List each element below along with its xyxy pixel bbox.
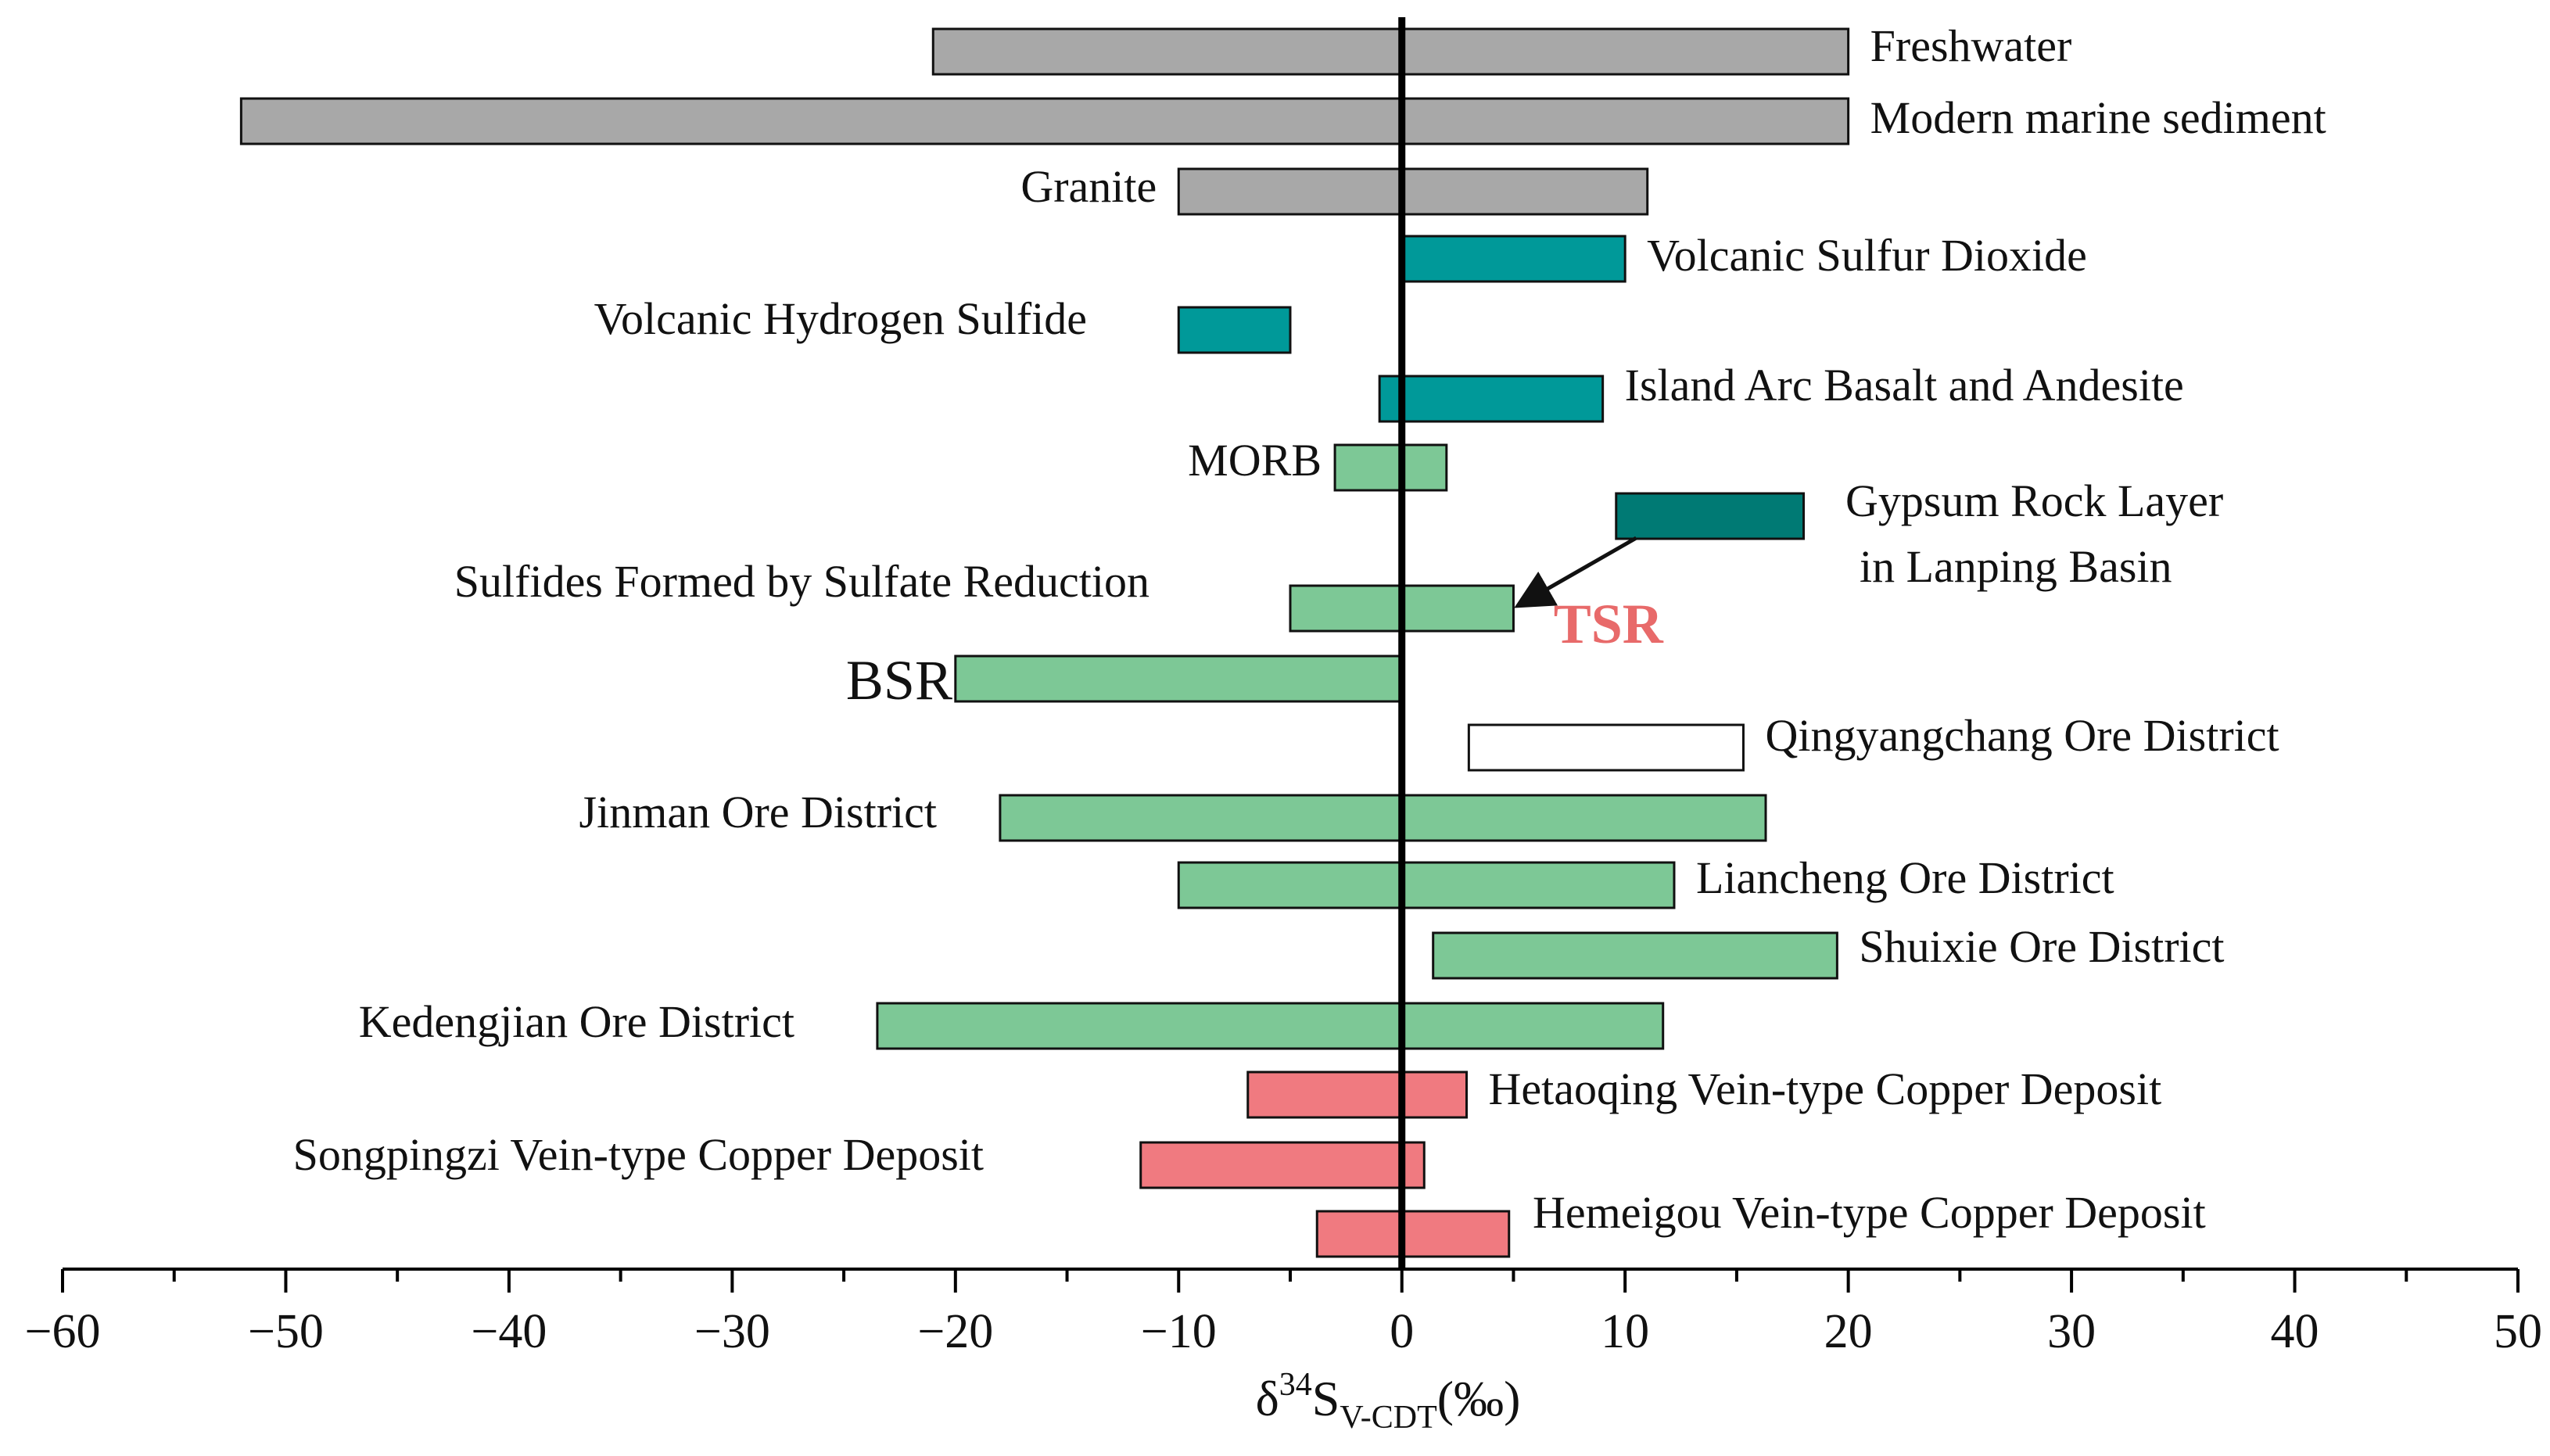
bar-labels-layer: Freshwater Modern marine sediment Granite V… — [293, 20, 2326, 1238]
x-tick-label: 40 — [2271, 1305, 2319, 1358]
bar-kedengjian-ore-district — [876, 1002, 1665, 1050]
bar-island-arc-basalt-and-andesite — [1378, 375, 1605, 423]
x-tick-label: 20 — [1824, 1305, 1873, 1358]
label-volcanic-hydrogen-sulfide: Volcanic Hydrogen Sulfide — [594, 293, 1087, 344]
bar-jinman-ore-district — [999, 794, 1767, 842]
bar-volcanic-hydrogen-sulfide — [1177, 306, 1292, 354]
label-liancheng-ore-district: Liancheng Ore District — [1696, 852, 2114, 903]
x-tick-label: −40 — [471, 1305, 547, 1358]
label-songpingzi-vein-type-copper-deposit: Songpingzi Vein-type Copper Deposit — [293, 1129, 984, 1180]
x-axis: −60 −50 −40 −30 −20 −10 0 10 20 30 40 50 — [25, 17, 2542, 1358]
tsr-label: TSR — [1554, 593, 1664, 655]
bar-hetaoqing-vein-type-copper-deposit — [1246, 1070, 1469, 1119]
label-qingyangchang-ore-district: Qingyangchang Ore District — [1765, 710, 2279, 761]
bar-hemeigou-vein-type-copper-deposit — [1315, 1210, 1511, 1258]
annotations-layer: TSR — [1514, 536, 1664, 655]
bar-qingyangchang-ore-district — [1467, 723, 1745, 772]
bar-bsr — [954, 654, 1404, 703]
label-volcanic-sulfur-dioxide: Volcanic Sulfur Dioxide — [1647, 230, 2087, 281]
x-tick-label: −10 — [1141, 1305, 1217, 1358]
x-tick-label: 10 — [1601, 1305, 1649, 1358]
label-hemeigou-vein-type-copper-deposit: Hemeigou Vein-type Copper Deposit — [1533, 1187, 2206, 1238]
x-tick-label: −60 — [25, 1305, 101, 1358]
bar-granite — [1177, 167, 1649, 216]
label-freshwater: Freshwater — [1870, 20, 2072, 71]
x-tick-label: −30 — [694, 1305, 770, 1358]
bar-songpingzi-vein-type-copper-deposit — [1139, 1141, 1426, 1189]
label-kedengjian-ore-district: Kedengjian Ore District — [359, 996, 794, 1047]
tsr-arrow — [1514, 536, 1637, 608]
bar-morb — [1333, 443, 1448, 492]
label-morb: MORB — [1188, 435, 1322, 486]
bar-volcanic-sulfur-dioxide — [1401, 235, 1626, 283]
bar-shuixie-ore-district — [1432, 931, 1838, 980]
label-bsr: BSR — [846, 649, 952, 712]
x-axis-title: δ34SV-CDT(‰) — [1256, 1367, 1521, 1436]
bar-freshwater — [931, 27, 1850, 76]
label-shuixie-ore-district: Shuixie Ore District — [1859, 921, 2224, 972]
label-island-arc-basalt-and-andesite: Island Arc Basalt and Andesite — [1625, 360, 2184, 411]
label-hetaoqing-vein-type-copper-deposit: Hetaoqing Vein-type Copper Deposit — [1489, 1063, 2162, 1114]
label-granite: Granite — [1020, 161, 1157, 212]
label-gypsum-rock-layer-in-lanping-basin: Gypsum Rock Layer in Lanping Basin — [1845, 475, 2223, 592]
bar-gypsum-rock-layer-in-lanping-basin — [1615, 492, 1806, 540]
bar-liancheng-ore-district — [1177, 861, 1676, 909]
x-tick-label: −20 — [917, 1305, 993, 1358]
label-sulfides-formed-by-sulfate-reduction: Sulfides Formed by Sulfate Reduction — [454, 556, 1149, 607]
x-tick-label: 0 — [1390, 1305, 1414, 1358]
x-tick-label: −50 — [248, 1305, 324, 1358]
x-tick-label: 50 — [2494, 1305, 2542, 1358]
x-tick-label: 30 — [2047, 1305, 2096, 1358]
label-jinman-ore-district: Jinman Ore District — [579, 787, 937, 837]
bar-modern-marine-sediment — [239, 97, 1850, 145]
label-modern-marine-sediment: Modern marine sediment — [1870, 92, 2326, 143]
bars-layer — [239, 27, 1850, 1258]
